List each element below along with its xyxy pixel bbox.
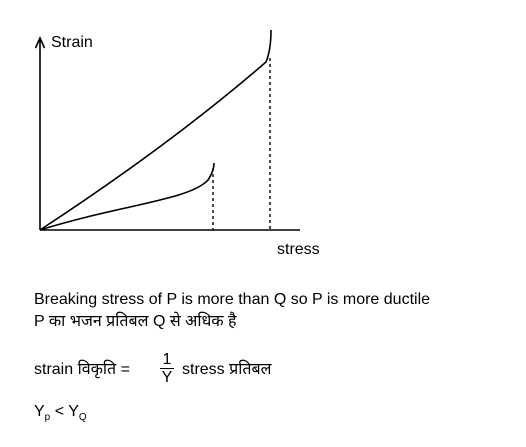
curve-q [39, 162, 215, 231]
stress-strain-graph: Strain stress [34, 29, 320, 258]
formula-right-text: stress प्रतिबल [182, 361, 272, 378]
ineq-operator: < [54, 403, 65, 420]
y-axis-label: Strain [51, 34, 93, 51]
hindi-statement: P का भजन प्रतिबल Q से अधिक है [34, 313, 237, 330]
modulus-inequality: Yp < YQ [34, 403, 87, 427]
breaking-stress-statement: Breaking stress of P is more than Q so P… [34, 291, 431, 308]
formula-left-text: strain विकृति = [34, 361, 130, 378]
fraction-numerator: 1 [162, 351, 172, 368]
y-axis-arrowhead [34, 36, 46, 49]
formula-fraction: 1 Y [160, 351, 174, 386]
x-axis-label: stress [277, 241, 320, 258]
ineq-subscript-p: p [44, 412, 51, 423]
curve-p [39, 29, 272, 231]
ineq-subscript-q: Q [78, 412, 87, 423]
fraction-denominator: Y [161, 369, 173, 386]
fraction-bar [160, 368, 174, 369]
ineq-y-q: Y [68, 403, 79, 420]
ineq-y-p: Y [34, 403, 45, 420]
